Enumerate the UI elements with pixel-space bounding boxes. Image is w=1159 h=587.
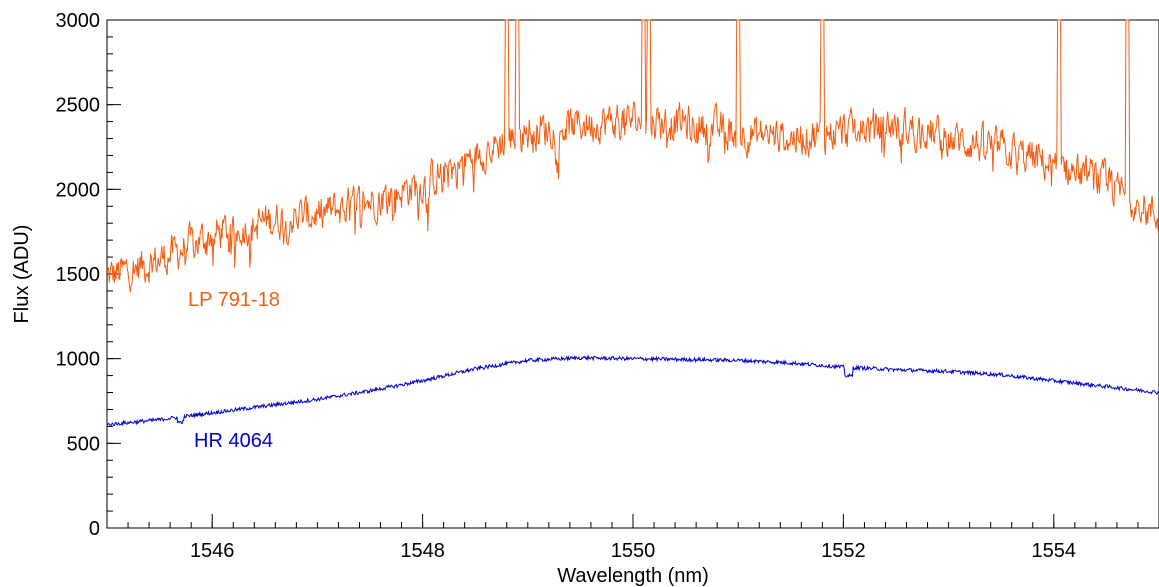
y-tick-label: 2000 xyxy=(56,179,101,201)
x-axis-title: Wavelength (nm) xyxy=(557,565,709,587)
x-tick-label: 1550 xyxy=(611,540,656,562)
y-tick-label: 3000 xyxy=(56,10,101,32)
y-axis-title: Flux (ADU) xyxy=(11,225,33,324)
series-line-hr-4064 xyxy=(106,354,1159,427)
y-tick-label: 1500 xyxy=(56,264,101,286)
series-lines xyxy=(106,19,1159,427)
y-tick-label: 0 xyxy=(89,518,100,540)
series-label-hr-4064: HR 4064 xyxy=(194,430,273,452)
x-tick-label: 1554 xyxy=(1032,540,1077,562)
series-line-lp-791-18 xyxy=(106,19,1159,293)
tick-labels: 1546 1548 1550 1552 1554 0 500 1000 1500 2000 2500… xyxy=(56,10,1077,562)
series-label-lp-791-18: LP 791-18 xyxy=(188,289,280,311)
y-tick-label: 1000 xyxy=(56,349,101,371)
axis-ticks xyxy=(106,19,1159,529)
y-tick-label: 2500 xyxy=(56,95,101,117)
x-tick-label: 1548 xyxy=(400,540,445,562)
x-tick-label: 1552 xyxy=(821,540,866,562)
x-tick-label: 1546 xyxy=(190,540,235,562)
y-tick-label: 500 xyxy=(67,433,100,455)
